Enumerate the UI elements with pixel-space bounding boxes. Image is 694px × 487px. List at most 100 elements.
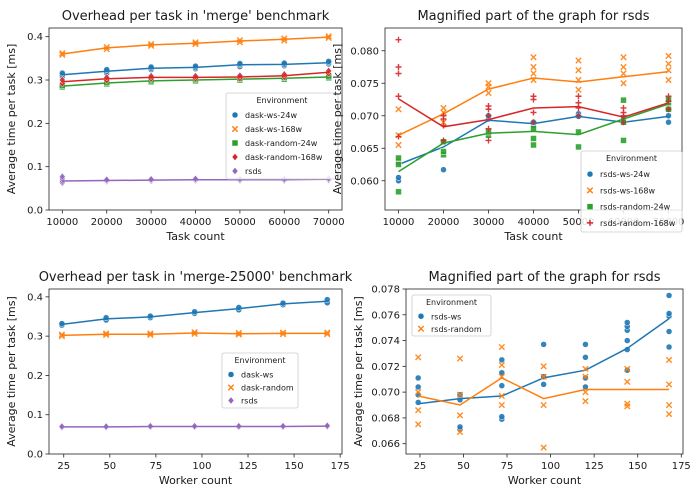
data-point (440, 112, 447, 119)
legend-label: rsds-random-24w (600, 203, 671, 212)
x-tick-label: 25 (57, 461, 70, 472)
legend-label: rsds-random-168w (600, 219, 676, 228)
data-point (147, 331, 154, 339)
data-point (324, 330, 331, 338)
legend-box (580, 150, 683, 233)
data-point (498, 401, 506, 409)
x-tick-label: 150 (628, 461, 647, 472)
data-point (530, 63, 537, 71)
data-point (192, 62, 199, 70)
x-tick-label: 10000 (383, 217, 415, 228)
legend-marker (227, 371, 235, 378)
data-point (575, 143, 582, 151)
data-point (395, 36, 402, 43)
legend-marker (227, 396, 235, 405)
x-tick-label: 20000 (91, 217, 123, 228)
x-tick-label: 40000 (180, 217, 212, 228)
chart-panel-4: Magnified part of the graph for rsds 25 50… (352, 270, 691, 487)
data-point (324, 329, 331, 336)
data-point (192, 174, 199, 183)
data-point (147, 40, 155, 48)
data-point (395, 70, 402, 77)
x-tick-label: 50 (457, 461, 470, 472)
plot-area-frame (405, 288, 684, 455)
data-point (440, 137, 447, 144)
chart-panel-2: Magnified part of the graph for rsds 1000… (331, 9, 684, 243)
data-point (456, 355, 464, 362)
data-point (530, 141, 537, 149)
data-point (498, 356, 506, 364)
data-point (102, 331, 110, 339)
legend-marker (231, 167, 239, 175)
x-tick-label: 125 (585, 461, 604, 472)
legend-marker (231, 153, 239, 161)
data-point (575, 67, 582, 74)
data-point (485, 103, 492, 109)
data-point (624, 366, 631, 374)
data-point (624, 403, 631, 410)
data-point (58, 76, 66, 84)
data-point (575, 86, 582, 93)
x-tick-label: 70000 (313, 217, 345, 228)
legend-title: Environment (606, 154, 657, 163)
data-point (191, 329, 198, 336)
data-point (665, 112, 672, 119)
data-point (485, 112, 492, 119)
data-point (395, 154, 402, 162)
legend-label: rsds-random (431, 325, 482, 334)
data-point (59, 49, 66, 57)
legend-marker (231, 125, 239, 133)
data-point (147, 330, 154, 337)
data-point (415, 406, 422, 414)
y-tick-label: 0.068 (371, 413, 400, 424)
data-point (624, 337, 631, 344)
data-point (540, 381, 547, 388)
y-tick-label: 0.072 (371, 362, 400, 373)
legend-marker (586, 187, 594, 194)
x-tick-label: 30000 (473, 217, 505, 228)
data-point (235, 331, 242, 338)
x-tick-label: 40000 (518, 217, 550, 228)
data-point (540, 401, 547, 409)
series-line (418, 377, 670, 406)
data-point (102, 330, 110, 337)
data-point (395, 174, 402, 181)
data-point (540, 444, 547, 451)
data-point (440, 148, 447, 155)
y-tick-label: 0.2 (27, 119, 43, 130)
data-point (147, 42, 155, 49)
y-axis-label: Average time per task [ms] (352, 296, 365, 446)
data-point (575, 93, 582, 100)
data-point (530, 135, 537, 142)
y-tick-label: 0.080 (350, 46, 379, 57)
legend: Environment dask-ws-24w dask-ws-168w dask-r… (225, 92, 339, 180)
legend-label: rsds (245, 167, 262, 176)
legend-marker (586, 203, 594, 210)
data-point (235, 329, 242, 337)
y-tick-label: 0.074 (371, 336, 400, 347)
y-tick-label: 0.070 (371, 388, 400, 399)
data-point (665, 381, 673, 388)
y-tick-label: 0.070 (350, 111, 379, 122)
legend-label: dask-random (241, 384, 294, 393)
data-point (395, 141, 402, 149)
data-point (530, 109, 537, 116)
data-point (395, 188, 402, 196)
y-tick-label: 0.075 (350, 79, 379, 90)
x-tick-label: 50000 (224, 217, 256, 228)
data-point (192, 39, 199, 46)
data-point (456, 391, 464, 398)
data-point (582, 373, 589, 380)
data-point (395, 133, 402, 140)
data-point (665, 310, 673, 317)
y-tick-label: 0.4 (27, 292, 43, 303)
y-axis-label: Average time per task [ms] (5, 296, 18, 446)
legend-marker (417, 325, 425, 332)
x-tick-label: 25 (414, 461, 427, 472)
data-point (582, 354, 589, 361)
data-point (415, 421, 422, 428)
y-axis-label: Average time per task [ms] (5, 44, 18, 194)
y-tick-label: 0.076 (371, 310, 400, 321)
data-point (540, 363, 547, 370)
data-point (530, 93, 537, 100)
